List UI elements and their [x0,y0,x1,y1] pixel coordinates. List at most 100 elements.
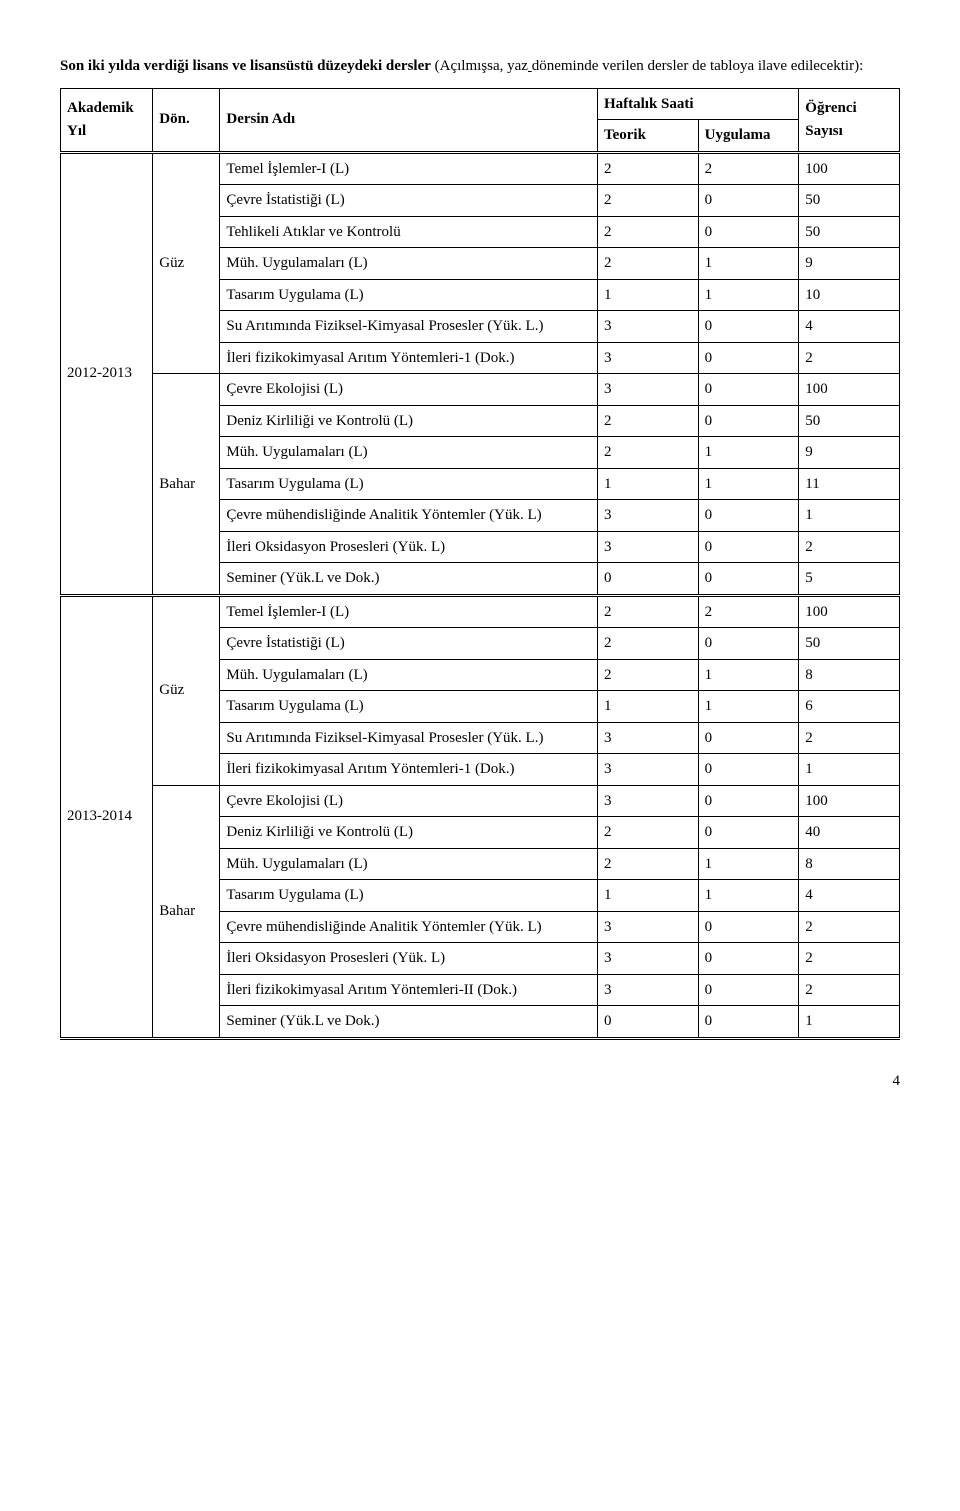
teorik-val: 2 [597,595,698,628]
course-name: Müh. Uygulamaları (L) [220,848,598,880]
teorik-val: 0 [597,563,698,596]
ogrenci-val: 2 [799,342,900,374]
teorik-val: 3 [597,500,698,532]
ogrenci-val: 1 [799,1006,900,1039]
teorik-val: 3 [597,911,698,943]
ogrenci-val: 100 [799,595,900,628]
uygulama-val: 0 [698,531,799,563]
course-name: Temel İşlemler-I (L) [220,595,598,628]
teorik-val: 1 [597,468,698,500]
course-name: Çevre mühendisliğinde Analitik Yöntemler… [220,500,598,532]
intro-bold: Son iki yılda verdiği lisans ve lisansüs… [60,58,431,74]
course-name: Müh. Uygulamaları (L) [220,248,598,280]
course-name: İleri Oksidasyon Prosesleri (Yük. L) [220,943,598,975]
ogrenci-val: 11 [799,468,900,500]
ogrenci-val: 8 [799,848,900,880]
uygulama-val: 0 [698,817,799,849]
uygulama-val: 1 [698,659,799,691]
uygulama-val: 1 [698,880,799,912]
ogrenci-val: 9 [799,248,900,280]
course-name: Çevre Ekolojisi (L) [220,785,598,817]
teorik-val: 2 [597,248,698,280]
uygulama-val: 0 [698,342,799,374]
teorik-val: 2 [597,405,698,437]
ogrenci-val: 50 [799,405,900,437]
course-name: Tehlikeli Atıklar ve Kontrolü [220,216,598,248]
course-name: Temel İşlemler-I (L) [220,152,598,185]
course-name: Tasarım Uygulama (L) [220,468,598,500]
uygulama-val: 0 [698,722,799,754]
ogrenci-val: 8 [799,659,900,691]
ogrenci-val: 2 [799,943,900,975]
uygulama-val: 1 [698,248,799,280]
header-uygulama: Uygulama [698,120,799,153]
uygulama-val: 0 [698,185,799,217]
course-name: Seminer (Yük.L ve Dok.) [220,1006,598,1039]
page-number: 4 [60,1040,900,1093]
ogrenci-val: 1 [799,500,900,532]
uygulama-val: 0 [698,216,799,248]
ogrenci-val: 100 [799,152,900,185]
uygulama-val: 0 [698,785,799,817]
ogrenci-val: 100 [799,785,900,817]
intro-paragraph: Son iki yılda verdiği lisans ve lisansüs… [60,55,900,78]
teorik-val: 1 [597,691,698,723]
header-ogrenci-sayisi: ÖğrenciSayısı [799,88,900,152]
course-name: Tasarım Uygulama (L) [220,691,598,723]
teorik-val: 3 [597,342,698,374]
teorik-val: 3 [597,974,698,1006]
course-name: Müh. Uygulamaları (L) [220,659,598,691]
ogrenci-val: 10 [799,279,900,311]
teorik-val: 3 [597,531,698,563]
courses-table: AkademikYıl Dön. Dersin Adı Haftalık Saa… [60,88,900,1040]
ogrenci-val: 6 [799,691,900,723]
ogrenci-val: 9 [799,437,900,469]
teorik-val: 1 [597,880,698,912]
intro-text-2: (Açılmışsa, yaz [431,58,528,74]
teorik-val: 2 [597,152,698,185]
teorik-val: 3 [597,785,698,817]
uygulama-val: 0 [698,1006,799,1039]
uygulama-val: 1 [698,279,799,311]
course-name: Çevre mühendisliğinde Analitik Yöntemler… [220,911,598,943]
header-dersin: Dersin Adı [220,88,598,152]
teorik-val: 3 [597,311,698,343]
uygulama-val: 2 [698,152,799,185]
teorik-val: 1 [597,279,698,311]
teorik-val: 2 [597,216,698,248]
intro-text-3: döneminde verilen dersler de tabloya ila… [532,58,864,74]
uygulama-val: 1 [698,691,799,723]
ogrenci-val: 5 [799,563,900,596]
teorik-val: 3 [597,943,698,975]
semester-cell: Bahar [153,374,220,596]
teorik-val: 2 [597,628,698,660]
uygulama-val: 0 [698,754,799,786]
course-name: İleri fizikokimyasal Arıtım Yöntemleri-1… [220,754,598,786]
course-name: Çevre İstatistiği (L) [220,628,598,660]
semester-cell: Bahar [153,785,220,1038]
teorik-val: 3 [597,722,698,754]
course-name: Çevre İstatistiği (L) [220,185,598,217]
course-name: İleri fizikokimyasal Arıtım Yöntemleri-1… [220,342,598,374]
ogrenci-val: 50 [799,216,900,248]
course-name: Deniz Kirliliği ve Kontrolü (L) [220,405,598,437]
teorik-val: 2 [597,185,698,217]
ogrenci-val: 2 [799,974,900,1006]
semester-cell: Güz [153,595,220,785]
uygulama-val: 0 [698,974,799,1006]
uygulama-val: 1 [698,848,799,880]
course-name: Su Arıtımında Fiziksel-Kimyasal Prosesle… [220,722,598,754]
ogrenci-val: 2 [799,911,900,943]
course-name: İleri fizikokimyasal Arıtım Yöntemleri-I… [220,974,598,1006]
ogrenci-val: 100 [799,374,900,406]
ogrenci-val: 50 [799,628,900,660]
ogrenci-val: 4 [799,880,900,912]
uygulama-val: 0 [698,628,799,660]
ogrenci-val: 1 [799,754,900,786]
course-name: Deniz Kirliliği ve Kontrolü (L) [220,817,598,849]
teorik-val: 3 [597,754,698,786]
uygulama-val: 0 [698,943,799,975]
year-cell: 2013-2014 [61,595,153,1038]
uygulama-val: 1 [698,437,799,469]
year-cell: 2012-2013 [61,152,153,595]
